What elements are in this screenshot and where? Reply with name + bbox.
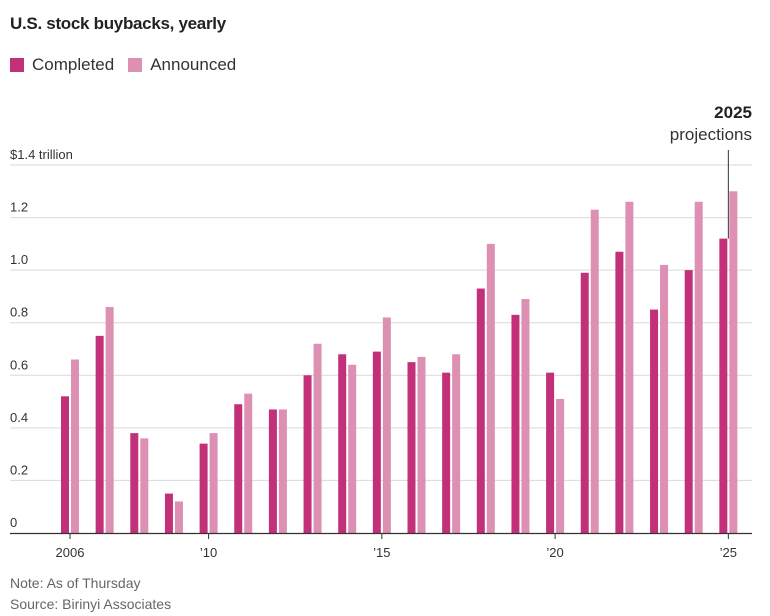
bar-announced [694, 201, 703, 534]
bar-completed [442, 372, 451, 533]
legend-label-completed: Completed [32, 55, 115, 74]
bar-announced [174, 501, 183, 533]
chart-note: Note: As of Thursday [10, 575, 141, 591]
bar-completed [719, 238, 728, 533]
bar-announced [278, 409, 287, 533]
x-tick-label: ’15 [373, 545, 390, 560]
y-tick-label: $1.4 trillion [10, 147, 73, 162]
y-tick-label: 0 [10, 515, 17, 530]
annotation-year: 2025 [714, 103, 752, 122]
bar-completed [511, 314, 520, 533]
bar-announced [660, 264, 669, 533]
bar-completed [546, 372, 555, 533]
x-tick-label: ’25 [720, 545, 737, 560]
bar-completed [338, 354, 347, 533]
legend-label-announced: Announced [150, 55, 237, 74]
bar-completed [199, 443, 208, 533]
bar-completed [407, 362, 416, 533]
legend-item-announced: Announced [128, 55, 236, 75]
bar-completed [268, 409, 277, 533]
bar-completed [684, 270, 693, 533]
x-tick-label: 2006 [56, 545, 85, 560]
y-tick-label: 0.8 [10, 305, 28, 320]
bar-announced [313, 343, 322, 533]
bar-announced [556, 398, 565, 533]
bar-completed [130, 433, 139, 533]
bar-completed [372, 351, 381, 533]
bar-announced [348, 364, 357, 533]
bar-completed [615, 251, 624, 533]
y-tick-label: 1.2 [10, 200, 28, 215]
bar-announced [452, 354, 461, 533]
bar-completed [234, 404, 243, 533]
bar-announced [590, 209, 599, 533]
legend-swatch-announced [128, 58, 143, 72]
bar-announced [209, 433, 218, 533]
bar-completed [61, 396, 69, 533]
bar-announced [417, 356, 426, 533]
bar-announced [382, 317, 391, 533]
bar-announced [625, 201, 634, 534]
bar-announced [486, 243, 495, 533]
legend-item-completed: Completed [10, 55, 114, 75]
chart-legend: Completed Announced [10, 55, 250, 75]
y-tick-label: 1.0 [10, 252, 28, 267]
bar-announced [244, 393, 253, 533]
y-tick-label: 0.2 [10, 462, 28, 477]
bar-announced [140, 438, 149, 533]
y-tick-label: 0.4 [10, 410, 28, 425]
bar-announced [729, 191, 738, 534]
x-tick-label: ’10 [200, 545, 217, 560]
bar-completed [95, 335, 104, 533]
bar-completed [580, 272, 589, 533]
bar-completed [164, 493, 173, 533]
chart-source: Source: Birinyi Associates [10, 596, 172, 612]
x-tick-label: ’20 [546, 545, 563, 560]
y-tick-label: 0.6 [10, 357, 28, 372]
bar-announced [521, 299, 530, 533]
bar-completed [476, 288, 485, 533]
bar-announced [105, 306, 114, 533]
bar-completed [650, 309, 659, 533]
chart-title: U.S. stock buybacks, yearly [10, 14, 226, 33]
bar-announced [71, 359, 79, 533]
bar-completed [303, 375, 312, 533]
annotation-text: projections [670, 125, 752, 144]
legend-swatch-completed [10, 58, 24, 72]
